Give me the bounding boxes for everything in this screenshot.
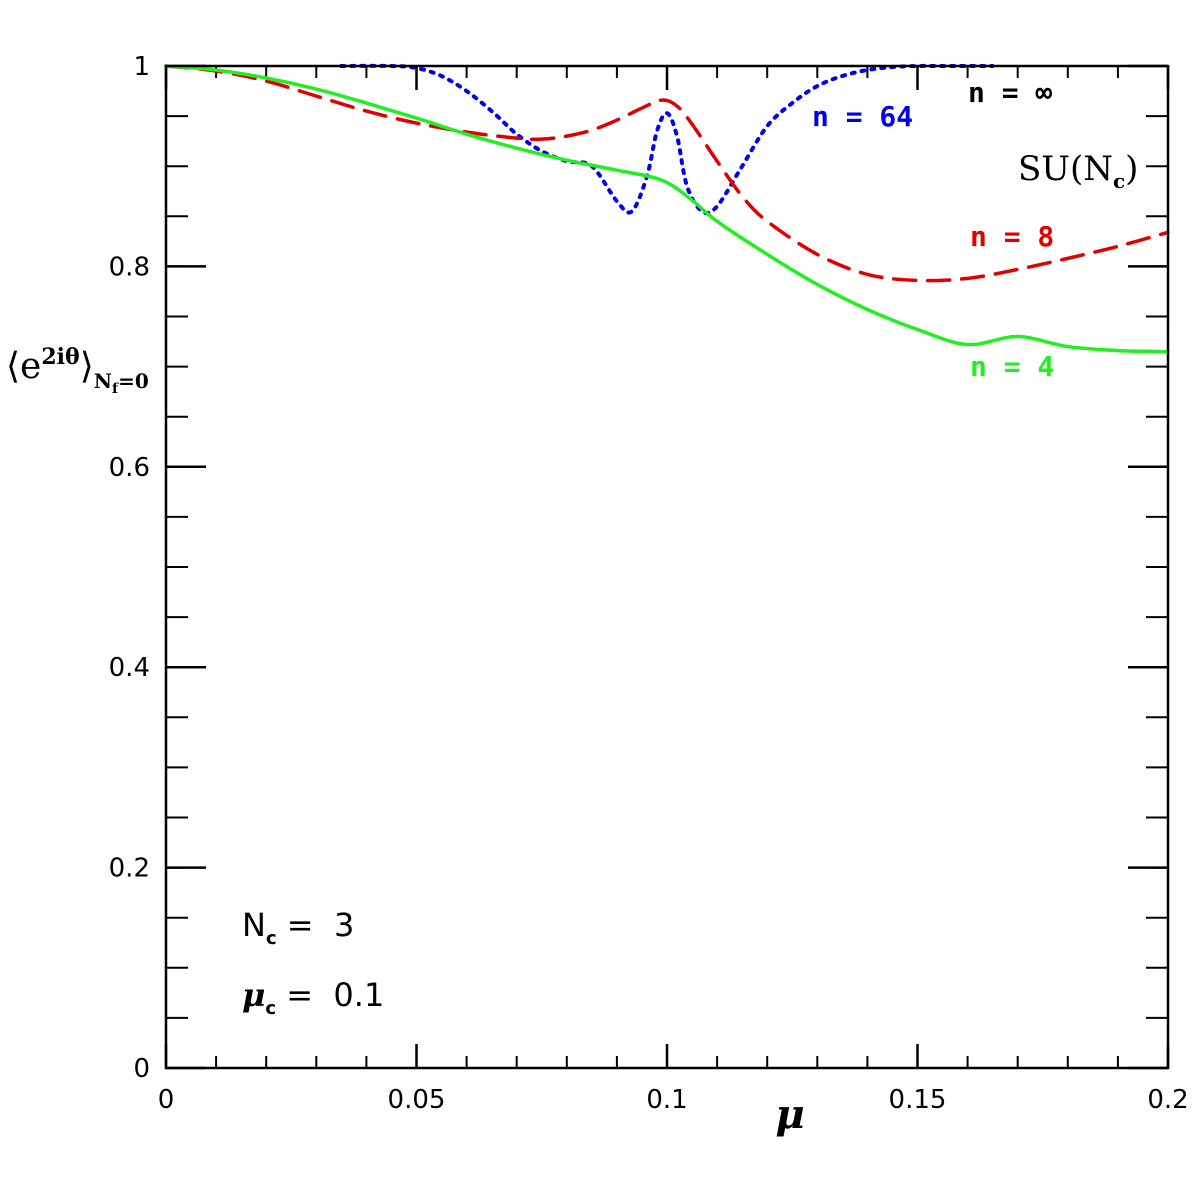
y-tick-label: 0.2: [109, 854, 150, 884]
svg-text:⟨e2iθ⟩Nf=0: ⟨e2iθ⟩Nf=0: [6, 344, 149, 397]
series-line-1: [339, 63, 995, 216]
su-nc-sub: c: [1113, 169, 1125, 193]
annotation-muc: μc = 0.1: [242, 976, 384, 1019]
series-line-3: [164, 64, 1170, 354]
label-su-nc: SU(Nc): [1018, 149, 1138, 193]
nc-main: N: [242, 906, 266, 944]
y-axis-label-sup: 2iθ: [41, 344, 79, 370]
series-line-2: [164, 64, 1170, 283]
series-group: [164, 63, 1170, 354]
y-axis-label-sub-tail: =0: [118, 369, 149, 393]
y-tick-labels: 0 0.2 0.4 0.6 0.8 1: [109, 52, 150, 1084]
y-tick-label: 0: [133, 1054, 150, 1084]
x-tick-label: 0: [158, 1085, 175, 1115]
y-axis-label-main: ⟨e: [6, 346, 41, 387]
y-axis-label-sub: N: [94, 369, 112, 393]
su-nc-close: ): [1125, 149, 1138, 189]
x-axis-label: μ: [775, 1091, 804, 1138]
y-axis-label-close: ⟩: [80, 346, 94, 387]
label-n-4: n = 4: [970, 350, 1054, 383]
plot-frame: [164, 64, 1170, 1070]
y-axis-label-subsub: f: [112, 381, 119, 397]
x-tick-label: 0.15: [889, 1085, 947, 1115]
y-tick-label: 1: [133, 52, 150, 82]
y-axis-label: ⟨e2iθ⟩Nf=0: [6, 344, 149, 397]
muc-value: = 0.1: [276, 976, 384, 1014]
y-tick-label: 0.4: [109, 653, 150, 683]
muc-main: μ: [242, 976, 265, 1014]
x-tick-label: 0.2: [1147, 1085, 1188, 1115]
y-tick-label: 0.6: [109, 453, 150, 483]
label-n-64: n = 64: [812, 100, 913, 133]
nc-value: = 3: [277, 906, 355, 944]
label-n-8: n = 8: [970, 220, 1054, 253]
muc-sub: c: [265, 998, 276, 1019]
nc-sub: c: [266, 928, 277, 949]
label-n-infinity: n = ∞: [968, 76, 1052, 109]
su-nc-main: SU(N: [1018, 149, 1113, 189]
y-tick-label: 0.8: [109, 252, 150, 282]
x-tick-labels: 0 0.05 0.1 0.15 0.2: [158, 1085, 1189, 1115]
x-tick-label: 0.05: [388, 1085, 446, 1115]
annotation-nc: Nc = 3: [242, 906, 354, 949]
x-tick-label: 0.1: [646, 1085, 687, 1115]
